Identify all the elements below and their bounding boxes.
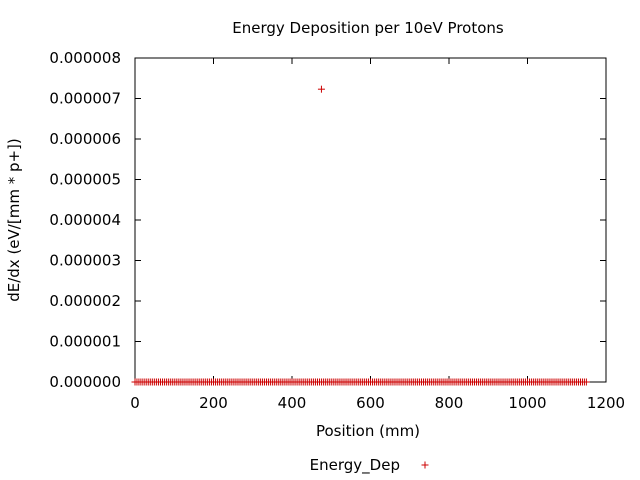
y-tick-label: 0.000004 <box>49 211 121 229</box>
data-point-outlier <box>317 85 325 93</box>
x-tick-label: 1200 <box>587 394 625 412</box>
x-tick-label: 200 <box>199 394 228 412</box>
x-tick-label: 400 <box>278 394 307 412</box>
legend-label: Energy_Dep <box>310 456 400 475</box>
x-tick-label: 0 <box>130 394 140 412</box>
legend: Energy_Dep <box>310 456 429 475</box>
legend-marker-plus <box>421 461 429 469</box>
data-series-energy-dep <box>131 85 590 386</box>
y-tick-label: 0.000006 <box>49 130 121 148</box>
legend-marker-symbol <box>421 461 429 469</box>
x-tick-label: 800 <box>435 394 464 412</box>
axis-tick-labels: 0 200 400 600 800 1000 1200 0.000000 0.000001 0.0… <box>49 49 625 412</box>
y-tick-label: 0.000003 <box>49 252 121 270</box>
y-axis-label: dE/dx (eV/[mm * p+]) <box>5 138 23 302</box>
plot-frame <box>134 57 607 383</box>
y-tick-label: 0.000005 <box>49 171 121 189</box>
x-tick-label: 1000 <box>508 394 546 412</box>
x-axis-label: Position (mm) <box>316 422 420 440</box>
axis-ticks <box>134 57 607 383</box>
chart-title: Energy Deposition per 10eV Protons <box>232 19 504 37</box>
y-tick-label: 0.000002 <box>49 292 121 310</box>
x-tick-label: 600 <box>356 394 385 412</box>
y-tick-label: 0.000001 <box>49 333 121 351</box>
data-point <box>582 378 590 386</box>
y-tick-label: 0.000007 <box>49 90 121 108</box>
y-tick-label: 0.000000 <box>49 373 121 391</box>
y-tick-label: 0.000008 <box>49 49 121 67</box>
